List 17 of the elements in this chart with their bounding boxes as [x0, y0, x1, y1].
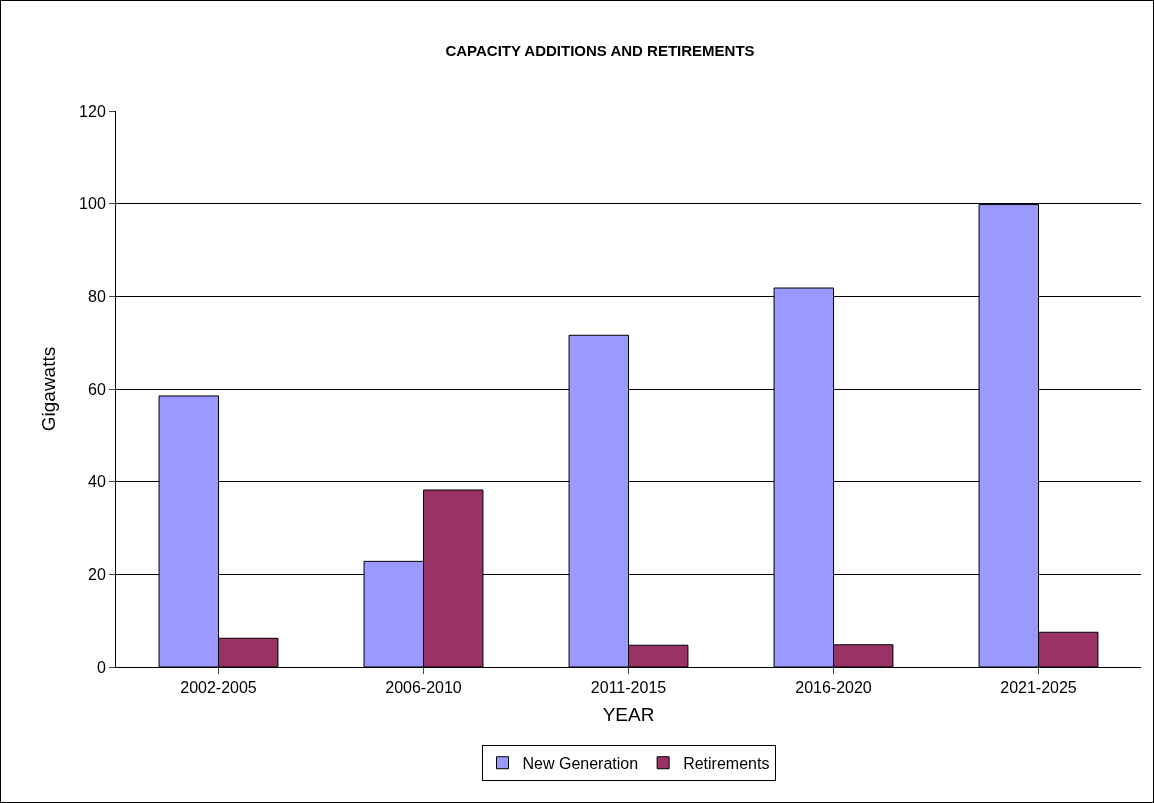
y-tick-label: 40 — [88, 473, 106, 491]
y-tick-label: 100 — [79, 195, 106, 213]
legend-label: New Generation — [522, 754, 639, 772]
chart-title: CAPACITY ADDITIONS AND RETIREMENTS — [445, 41, 755, 59]
y-tick-label: 80 — [88, 287, 106, 305]
y-tick-label: 60 — [88, 380, 106, 398]
y-tick-label: 20 — [88, 565, 106, 583]
x-tick-label: 2011-2015 — [590, 679, 667, 697]
x-tick-label: 2016-2020 — [795, 679, 872, 697]
y-tick-label: 0 — [96, 658, 106, 676]
x-axis-title: YEAR — [602, 704, 655, 725]
legend-label: Retirements — [683, 754, 770, 772]
y-axis-title: Gigawatts — [37, 346, 59, 432]
x-tick-label: 2021-2025 — [1000, 679, 1077, 697]
x-tick-label: 2006-2010 — [385, 679, 462, 697]
x-tick-label: 2002-2005 — [180, 679, 257, 697]
y-tick-label: 120 — [79, 102, 106, 120]
